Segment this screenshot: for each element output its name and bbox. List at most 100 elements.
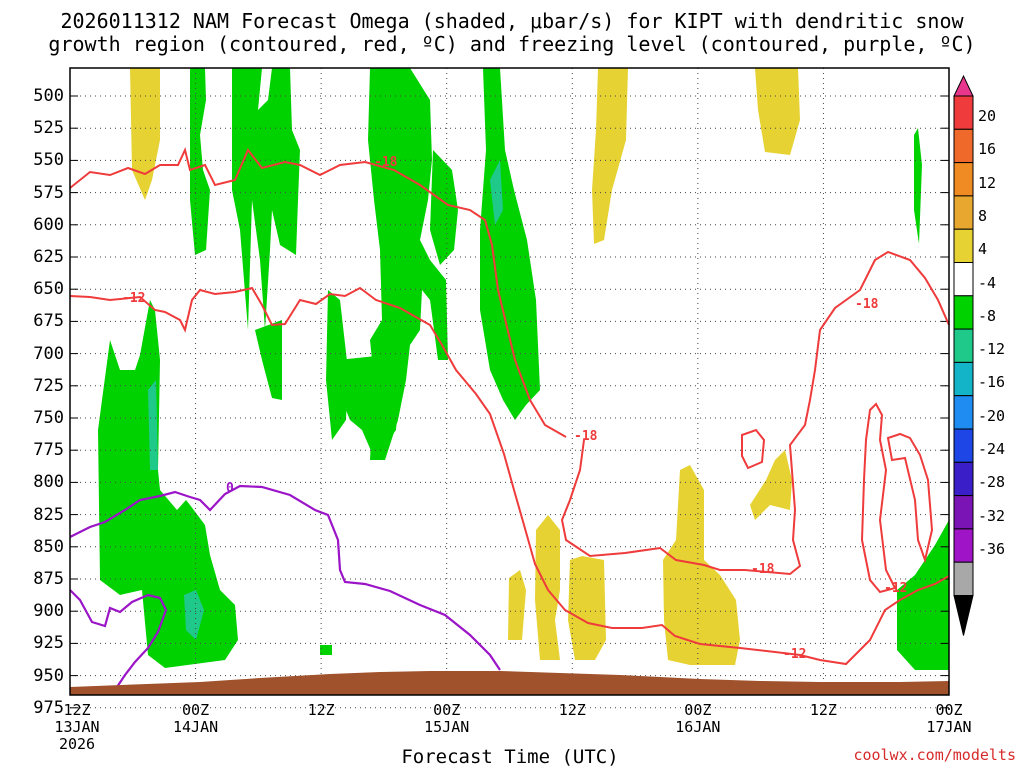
- x-tick-label: 17JAN: [926, 718, 972, 736]
- freezing-label: 0: [226, 481, 234, 496]
- colorbar-segment: [953, 262, 974, 297]
- freezing-level-contour: [69, 484, 501, 671]
- y-tick-label: 575: [33, 182, 64, 203]
- colorbar-tick-label: 4: [978, 240, 988, 259]
- dgz-label: -18: [374, 155, 398, 170]
- omega-green-region: [190, 68, 210, 255]
- colorbar-tick-label: -24: [978, 440, 1006, 458]
- dgz-label: -12: [122, 291, 145, 306]
- dgz-label: -12: [884, 581, 907, 596]
- colorbar-tick-label: -4: [978, 273, 997, 292]
- y-tick-label: 900: [33, 601, 64, 622]
- dgz-label: -18: [751, 562, 775, 577]
- omega-yellow-region: [750, 450, 792, 520]
- colorbar-tick-label: 20: [978, 107, 997, 125]
- x-tick-label: 12Z: [809, 701, 837, 719]
- colorbar-segment: [953, 128, 974, 164]
- y-tick-label: 925: [33, 633, 64, 654]
- colorbar-bottom-triangle: [953, 595, 974, 636]
- omega-green-region: [232, 68, 300, 330]
- colorbar-segment: [953, 395, 974, 430]
- colorbar: [953, 74, 974, 636]
- y-tick-label: 500: [33, 86, 64, 106]
- y-tick-label: 875: [33, 569, 64, 589]
- colorbar-segment: [953, 361, 974, 397]
- colorbar-segment: [953, 228, 974, 263]
- omega-shading-layer: [98, 68, 949, 670]
- y-tick-label: 625: [33, 247, 64, 267]
- colorbar-segment: [953, 162, 974, 197]
- chart-title-line-2: growth region (contoured, red, ºC) and f…: [48, 32, 976, 56]
- colorbar-segment: [953, 295, 974, 330]
- dgz-contour: [69, 147, 567, 438]
- omega-green-region: [326, 290, 348, 440]
- y-tick-label: 750: [33, 408, 64, 428]
- dgz-label: -18: [574, 429, 598, 444]
- credit-text: coolwx.com/modelts: [853, 746, 1016, 764]
- x-tick-label: 00Z: [182, 701, 210, 719]
- colorbar-tick-label: -16: [978, 373, 1006, 392]
- dgz-contour: [886, 432, 934, 564]
- dgz-contour: [741, 428, 766, 470]
- colorbar-tick-label: -12: [978, 340, 1006, 359]
- omega-green-region: [320, 645, 332, 655]
- x-tick-label: 12Z: [307, 701, 335, 719]
- x-tick-label: 14JAN: [172, 718, 219, 736]
- terrain-layer: [70, 671, 949, 695]
- dgz-contour: [560, 250, 950, 576]
- y-tick-label: 550: [33, 150, 64, 171]
- dgz-label: -18: [855, 297, 879, 312]
- y-tick-label: 825: [33, 504, 64, 525]
- y-tick-label: 950: [33, 665, 64, 686]
- y-tick-label: 675: [33, 311, 64, 332]
- dgz-contour: [860, 402, 897, 594]
- colorbar-tick-label: -20: [978, 406, 1006, 425]
- contour-label-layer: -18 -12 -18 -18 -18 -12 -12 0: [122, 155, 907, 662]
- y-tick-label: 525: [33, 118, 64, 139]
- omega-green-region: [255, 320, 282, 400]
- omega-green-region: [897, 520, 949, 670]
- colorbar-tick-label: 16: [978, 140, 997, 159]
- colorbar-segment: [953, 195, 974, 230]
- omega-yellow-region: [755, 68, 800, 155]
- x-tick-label: 00Z: [684, 701, 712, 719]
- x-axis-title: Forecast Time (UTC): [401, 746, 619, 768]
- y-tick-label: 850: [33, 536, 64, 557]
- x-tick-label: 15JAN: [424, 718, 470, 736]
- colorbar-tick-label: -28: [978, 473, 1006, 492]
- x-tick-label: 2026: [58, 735, 96, 753]
- omega-yellow-region: [568, 556, 606, 660]
- x-tick-label: 13JAN: [54, 718, 100, 736]
- omega-teal-region: [184, 590, 204, 640]
- x-tick-label: 12Z: [63, 701, 91, 719]
- chart-title-line-1: 2026011312 NAM Forecast Omega (shaded, μ…: [60, 9, 964, 33]
- colorbar-segment: [953, 428, 974, 463]
- colorbar-tick-label: -32: [978, 506, 1006, 525]
- y-tick-label: 650: [33, 279, 64, 300]
- omega-green-region: [480, 68, 540, 420]
- colorbar-segment: [953, 561, 974, 597]
- x-tick-label: 00Z: [433, 701, 461, 719]
- y-tick-label: 700: [33, 343, 64, 364]
- colorbar-tick-label: 8: [978, 206, 988, 225]
- colorbar-segment: [953, 528, 974, 563]
- omega-teal-region: [148, 380, 158, 470]
- dgz-label: -12: [783, 647, 806, 662]
- y-tick-label: 725: [33, 375, 64, 396]
- y-tick-label: 775: [33, 440, 64, 461]
- colorbar-segment: [953, 461, 974, 497]
- y-tick-label: 800: [33, 472, 64, 493]
- omega-green-region: [914, 128, 922, 244]
- omega-yellow-region: [508, 570, 526, 640]
- contour-layer: [69, 147, 950, 691]
- y-tick-label: 975: [33, 697, 64, 718]
- y-tick-label: 600: [33, 214, 64, 235]
- colorbar-tick-label: 12: [978, 173, 997, 192]
- x-tick-label: 16JAN: [675, 718, 721, 736]
- plot-frame: [69, 67, 950, 696]
- colorbar-tick-label: -36: [978, 539, 1006, 558]
- dgz-contour: [69, 286, 950, 666]
- omega-green-region: [338, 355, 400, 460]
- omega-green-region: [98, 300, 238, 668]
